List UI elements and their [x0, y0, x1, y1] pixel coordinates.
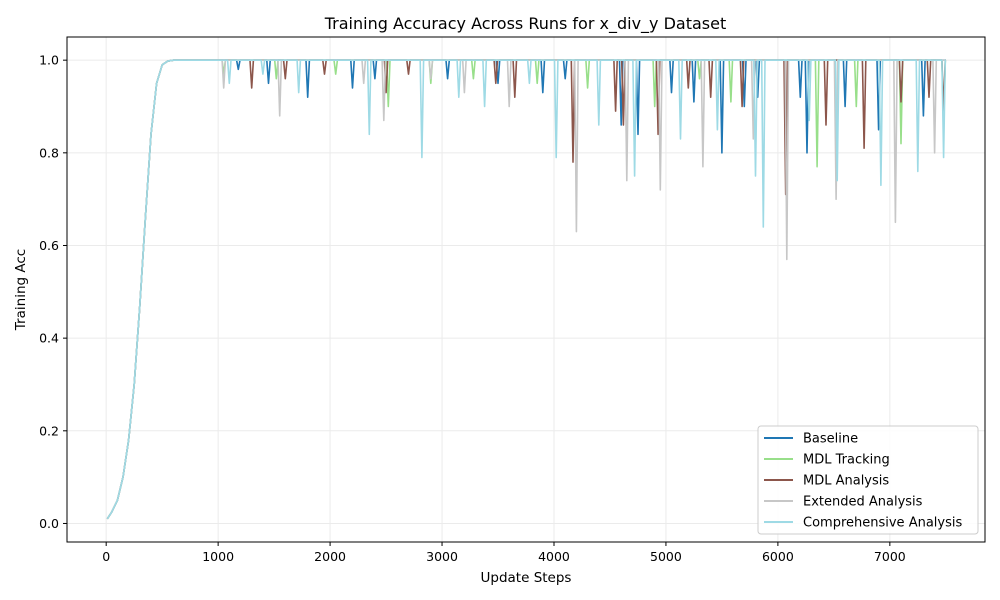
x-tick-label: 5000: [650, 549, 682, 564]
series-layer: [106, 59, 947, 520]
y-tick-label: 0.4: [39, 331, 59, 346]
x-tick-label: 4000: [538, 549, 570, 564]
y-axis-title: Training Acc: [13, 249, 29, 331]
x-tick-label: 7000: [874, 549, 906, 564]
x-tick-label: 1000: [202, 549, 234, 564]
x-tick-label: 6000: [762, 549, 794, 564]
y-tick-label: 0.6: [39, 238, 59, 253]
legend: Baseline MDL Tracking MDL Analysis Extended…: [757, 425, 979, 535]
legend-frame: [757, 425, 979, 535]
legend-label-4: Comprehensive Analysis: [803, 516, 962, 531]
y-tick-label: 0.2: [39, 423, 59, 438]
y-tick-label: 0.0: [39, 516, 59, 531]
legend-label-2: MDL Analysis: [803, 474, 889, 489]
chart-title: Training Accuracy Across Runs for x_div_…: [324, 14, 727, 34]
y-tick-label: 0.8: [39, 145, 59, 160]
legend-label-1: MDL Tracking: [803, 453, 890, 468]
x-tick-label: 0: [102, 549, 110, 564]
plot-frame: [66, 36, 986, 543]
x-tick-label: 3000: [426, 549, 458, 564]
x-axis-title: Update Steps: [481, 570, 572, 586]
tick-layer: 0 1000 2000 3000 4000 5000 6000 7000 0.0 0.2 0.4 0.…: [39, 53, 906, 564]
y-tick-label: 1.0: [39, 53, 59, 68]
legend-label-3: Extended Analysis: [803, 495, 923, 510]
series-line-4: [106, 59, 947, 520]
x-tick-label: 2000: [314, 549, 346, 564]
legend-label-0: Baseline: [803, 432, 858, 447]
